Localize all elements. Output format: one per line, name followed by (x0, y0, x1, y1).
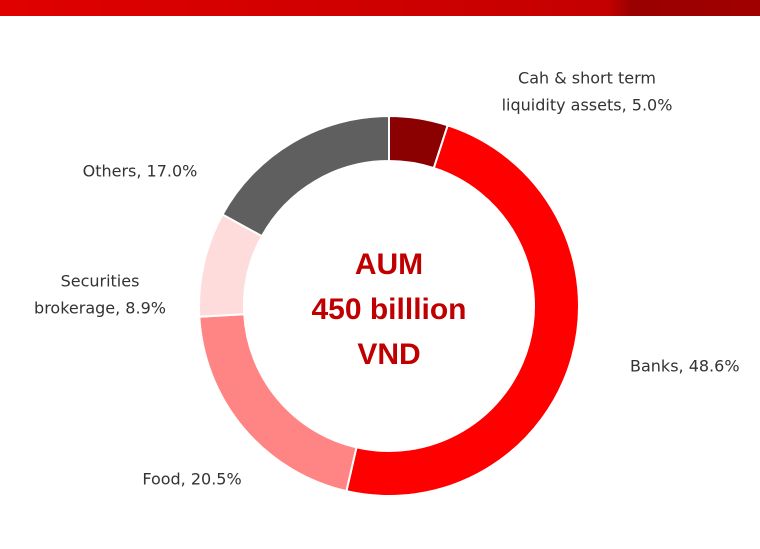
data-label: Food, 20.5% (142, 470, 241, 489)
data-label: liquidity assets, 5.0% (502, 96, 673, 115)
donut-segment (198, 313, 358, 493)
donut-segment (221, 114, 390, 238)
data-label: Securities (61, 272, 140, 291)
center-text: 450 billlion (311, 293, 466, 326)
donut-segment (345, 124, 580, 497)
data-label: Others, 17.0% (83, 162, 198, 181)
header-bar (0, 0, 760, 16)
center-text: VND (357, 338, 420, 371)
data-label: Banks, 48.6% (630, 357, 740, 376)
data-label: Cah & short term (518, 69, 656, 88)
center-text: AUM (355, 248, 423, 281)
data-label: brokerage, 8.9% (34, 299, 166, 318)
